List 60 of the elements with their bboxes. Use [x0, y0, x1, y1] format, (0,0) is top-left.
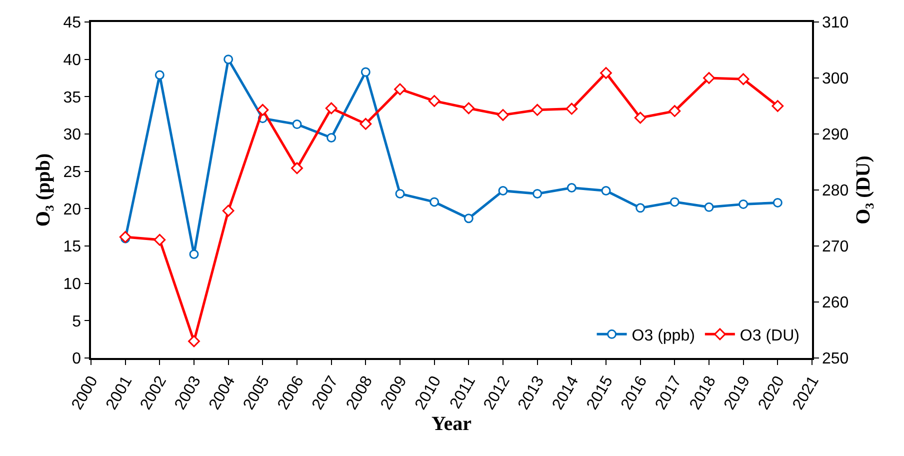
point [154, 234, 166, 246]
point [498, 186, 508, 196]
y-tick-label: 30 [63, 126, 82, 144]
y-axis-title: O₃ (ppb) [32, 153, 54, 227]
legend-label: O3 (ppb) [632, 327, 695, 344]
point [325, 102, 338, 114]
y2-tick-label: 310 [822, 14, 849, 32]
point [670, 197, 680, 207]
point [360, 67, 370, 77]
point [291, 162, 303, 174]
point [737, 73, 750, 86]
y-tick-label: 0 [72, 350, 82, 368]
point [703, 72, 715, 84]
point [704, 202, 714, 212]
legend-label: O3 (DU) [740, 327, 800, 344]
y-tick-label: 15 [63, 238, 82, 256]
point [634, 112, 646, 124]
point [668, 105, 681, 117]
y2-tick-label: 260 [822, 294, 849, 312]
point [154, 70, 164, 80]
y-tick-label: 20 [63, 201, 82, 218]
point [464, 214, 474, 224]
y2-tick-label: 290 [822, 126, 849, 144]
point [772, 198, 782, 208]
point [292, 120, 302, 130]
y-tick-label: 45 [63, 14, 82, 32]
point [566, 183, 576, 193]
point [497, 109, 509, 121]
point [566, 102, 578, 115]
point [394, 83, 406, 96]
point [222, 204, 234, 217]
point [395, 188, 405, 198]
point [600, 67, 612, 79]
point [326, 132, 336, 142]
y-tick-label: 40 [63, 52, 82, 69]
y2-tick-label: 300 [822, 70, 849, 88]
y-tick-label: 5 [72, 313, 82, 330]
point [189, 249, 199, 259]
point [428, 95, 440, 107]
x-axis-title: Year [432, 412, 472, 435]
point [531, 104, 544, 116]
point [430, 197, 440, 207]
point [224, 54, 234, 64]
point [119, 231, 132, 243]
y-tick-label: 10 [63, 276, 82, 293]
point [532, 188, 542, 198]
point [601, 186, 611, 196]
y2-axis-title: O₃ (DU) [852, 156, 875, 224]
point [772, 100, 784, 112]
point [256, 104, 269, 116]
point [188, 335, 200, 348]
point [738, 199, 748, 209]
y2-tick-label: 280 [822, 182, 849, 200]
y-tick-label: 35 [63, 89, 82, 106]
y2-tick-label: 250 [822, 350, 849, 368]
point [636, 203, 646, 213]
y-tick-label: 25 [63, 164, 82, 181]
y2-tick-label: 270 [822, 238, 849, 256]
point [360, 118, 372, 130]
point [462, 102, 475, 114]
